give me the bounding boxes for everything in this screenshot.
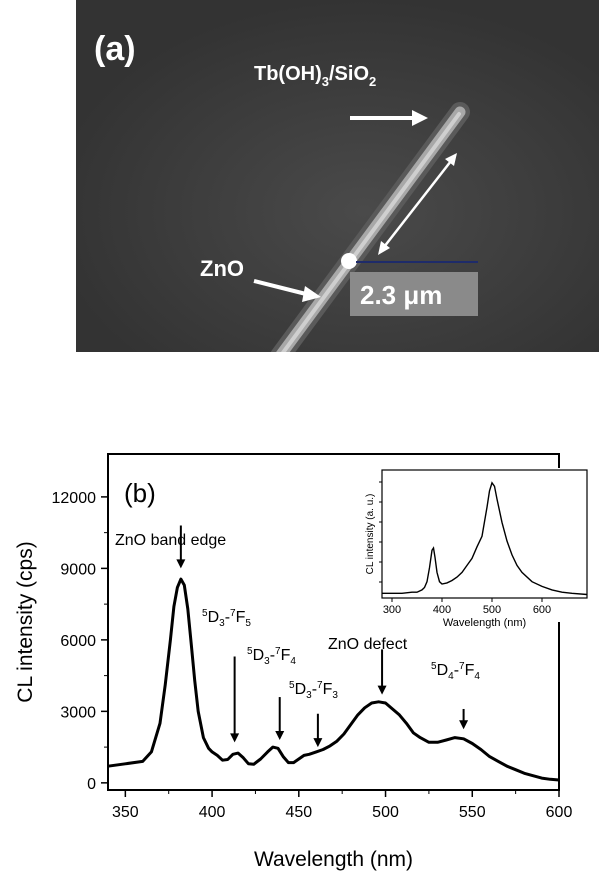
annotation-arrows (176, 525, 469, 748)
length-arrow-head-bottom (378, 241, 390, 255)
band-edge-arrow-head (176, 559, 186, 569)
x-tick-label: 550 (459, 804, 486, 821)
inset-x-tick-label: 500 (483, 604, 501, 616)
micrograph-panel: (a) Tb(OH)3/SiO2 ZnO 2.3 μm (76, 0, 599, 352)
y-tick-label: 0 (87, 776, 96, 793)
inset-x-tick-label: 400 (433, 604, 451, 616)
inset-x-tick-label: 600 (533, 604, 551, 616)
x-tick-label: 450 (285, 804, 312, 821)
f5-arrow-head (230, 733, 240, 743)
inset-x-tick-label: 300 (383, 604, 401, 616)
transition-label-5d3-7f4: 5D3-7F4 (247, 646, 296, 667)
y-tick-label: 9000 (60, 561, 96, 578)
transition-label-5d3-7f5: 5D3-7F5 (202, 608, 251, 629)
zno-arrow-shaft (253, 279, 307, 296)
f3-arrow-head (313, 738, 323, 748)
zno-arrow-head (302, 286, 321, 302)
junction-dot (341, 253, 357, 269)
y-tick-label: 12000 (52, 490, 97, 507)
inset-y-axis-label: CL intensity (a. u.) (365, 494, 376, 575)
x-axis-label: Wavelength (nm) (254, 848, 413, 871)
tb-oh3-sio2-label: Tb(OH)3/SiO2 (254, 63, 376, 89)
panel-a-label: (a) (94, 30, 136, 68)
zno-label: ZnO (200, 256, 244, 281)
x-tick-label: 600 (546, 804, 573, 821)
scale-label: 2.3 μm (360, 280, 442, 310)
y-axis-label: CL intensity (cps) (14, 541, 37, 702)
transition-label-5d3-7f3: 5D3-7F3 (289, 680, 338, 701)
inset-spectrum-line (382, 481, 588, 596)
x-tick-label: 350 (112, 804, 139, 821)
panel-b-label: (b) (124, 478, 156, 508)
tip-arrow-head (412, 110, 428, 126)
inset-axes (381, 469, 588, 599)
micrograph-svg: (a) Tb(OH)3/SiO2 ZnO 2.3 μm (76, 0, 599, 352)
band-edge-label: ZnO band edge (115, 532, 226, 549)
y-tick-label: 3000 (60, 704, 96, 721)
inset-frame (381, 469, 588, 599)
inset-ticks: 300 400 500 600 (379, 481, 551, 616)
defect-arrow-head (377, 685, 387, 695)
inset-x-axis-label: Wavelength (nm) (443, 617, 526, 629)
cl-spectrum-panel: 350 400 450 500 550 600 0 3000 6000 9000 12000 Wav… (0, 430, 600, 882)
nanorod-highlight (280, 112, 461, 352)
micrograph-background (76, 0, 599, 352)
x-tick-label: 500 (372, 804, 399, 821)
f4-arrow-head (275, 730, 285, 740)
cl-spectrum-line (107, 577, 560, 782)
x-tick-label: 400 (199, 804, 226, 821)
scale-box (350, 272, 478, 316)
length-arrow-shaft (383, 160, 452, 248)
defect-label: ZnO defect (328, 636, 408, 653)
y-tick-label: 6000 (60, 633, 96, 650)
d4f4-arrow-head (459, 720, 469, 730)
transition-label-5d4-7f4: 5D4-7F4 (431, 661, 480, 682)
length-arrow-head-top (445, 153, 457, 166)
